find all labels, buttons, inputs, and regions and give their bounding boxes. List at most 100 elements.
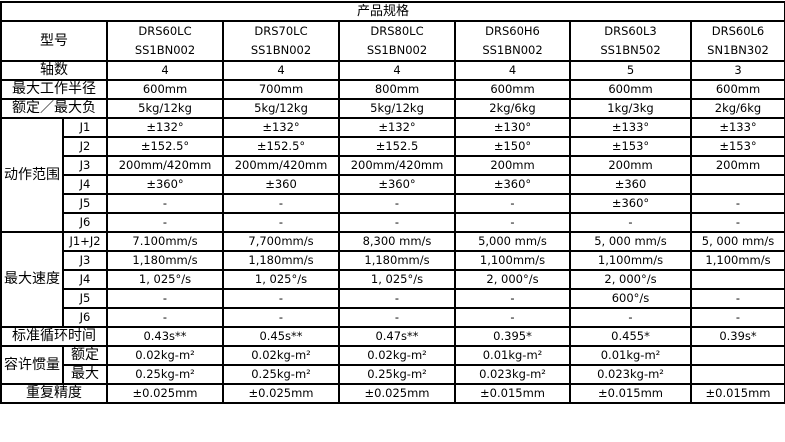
value-cell: ±0.025mm: [222, 383, 340, 404]
value-cell: 0.02kg-m²: [222, 345, 340, 366]
value-cell: 2kg/6kg: [689, 98, 785, 119]
value-cell: 0.395*: [454, 326, 571, 347]
value-cell: 7,700mm/s: [222, 231, 340, 252]
value-cell: -: [222, 288, 340, 309]
value-cell: -: [338, 307, 456, 328]
table-row: 动作范围 J1 ±132° ±132° ±132° ±130° ±133° ±133°: [0, 117, 785, 233]
value-cell: ±133°: [569, 117, 692, 138]
value-cell: ±0.025mm: [106, 383, 224, 404]
value-cell: 700mm: [222, 79, 340, 100]
value-cell: 1, 025°/s: [338, 269, 456, 290]
model-row: 型号 DRS60LC SS1BN002 DRS70LC SS1BN002 DRS80LC S…: [0, 20, 785, 62]
value-cell: -: [338, 193, 456, 214]
value-cell: -: [569, 307, 692, 328]
value-cell: 0.47s**: [338, 326, 456, 347]
value-cell: 4: [106, 60, 224, 81]
title-row: 产品规格: [0, 1, 785, 22]
value-cell: -: [106, 193, 224, 214]
value-cell: 5,000 mm/s: [454, 231, 571, 252]
row-label: 标准循环时间: [0, 326, 108, 347]
value-cell: 200mm: [569, 155, 692, 176]
value-cell: 200mm/420mm: [222, 155, 340, 176]
group-label: 动作范围: [0, 117, 64, 233]
value-cell: 1kg/3kg: [569, 98, 692, 119]
value-cell: ±132°: [106, 117, 224, 138]
row-label: 轴数: [0, 60, 108, 81]
value-cell: [689, 174, 785, 195]
row-label: 重复精度: [0, 383, 108, 404]
value-cell: -: [454, 307, 571, 328]
value-cell: 0.45s**: [222, 326, 340, 347]
table-row: J6- - - - - -: [1, 212, 785, 233]
table-row: J5- - - - ±360° -: [1, 193, 785, 214]
value-cell: -: [454, 193, 571, 214]
value-cell: 0.39s*: [689, 326, 785, 347]
value-cell: 1, 025°/s: [106, 269, 224, 290]
value-cell: -: [222, 212, 340, 233]
table-row: 额定／最大负 5kg/12kg 5kg/12kg 5kg/12kg 2kg/6kg 1kg…: [0, 98, 785, 119]
value-cell: ±153°: [689, 136, 785, 157]
value-cell: ±360°: [569, 193, 692, 214]
value-cell: 1,100mm/s: [569, 250, 692, 271]
value-cell: -: [689, 212, 785, 233]
value-cell: 200mm/420mm: [338, 155, 456, 176]
value-cell: ±150°: [454, 136, 571, 157]
value-cell: 600mm: [454, 79, 571, 100]
value-cell: 5kg/12kg: [106, 98, 224, 119]
value-cell: 0.02kg-m²: [338, 345, 456, 366]
model-cell: DRS80LC SS1BN002: [338, 20, 456, 62]
value-cell: 7.100mm/s: [106, 231, 224, 252]
sub-label: J4: [62, 174, 108, 195]
table-row: J5- - - -600°/s -: [1, 288, 785, 309]
value-cell: -: [338, 212, 456, 233]
table-row: J2 ±152.5° ±152.5° ±152.5 ±150° ±153° ±153°: [1, 136, 785, 157]
value-cell: 0.023kg-m²: [569, 364, 692, 385]
value-cell: ±360: [222, 174, 340, 195]
value-cell: 5kg/12kg: [338, 98, 456, 119]
value-cell: ±133°: [689, 117, 785, 138]
value-cell: 1,180mm/s: [106, 250, 224, 271]
sub-label: J1+J2: [62, 231, 108, 252]
value-cell: 0.023kg-m²: [454, 364, 571, 385]
value-cell: 5: [569, 60, 692, 81]
model-cell: DRS60H6 SS1BN002: [454, 20, 571, 62]
model-cell: DRS60LC SS1BN002: [106, 20, 224, 62]
value-cell: 600mm: [106, 79, 224, 100]
table-row: 最大 0.25kg-m² 0.25kg-m² 0.25kg-m² 0.023kg-m² 0…: [1, 364, 785, 385]
group-label: 容许惯量: [0, 345, 64, 385]
table-row: 容许惯量 额定 0.02kg-m² 0.02kg-m² 0.02kg-m² 0.01kg-…: [0, 345, 785, 385]
value-cell: 4: [338, 60, 456, 81]
value-cell: -: [222, 193, 340, 214]
value-cell: 0.455*: [569, 326, 692, 347]
value-cell: ±360°: [106, 174, 224, 195]
value-cell: 0.25kg-m²: [338, 364, 456, 385]
sub-label: 最大: [62, 364, 108, 385]
value-cell: 2, 000°/s: [454, 269, 571, 290]
value-cell: [689, 269, 785, 290]
value-cell: 5kg/12kg: [222, 98, 340, 119]
value-cell: 3: [689, 60, 785, 81]
value-cell: -: [569, 212, 692, 233]
row-label: 型号: [0, 20, 108, 62]
value-cell: ±0.025mm: [338, 383, 456, 404]
value-cell: ±152.5°: [106, 136, 224, 157]
value-cell: ±0.015mm: [569, 383, 692, 404]
value-cell: 2kg/6kg: [454, 98, 571, 119]
value-cell: 0.43s**: [106, 326, 224, 347]
table-row: 重复精度 ±0.025mm ±0.025mm ±0.025mm ±0.015mm ±0.0…: [0, 383, 785, 404]
sub-label: J6: [62, 212, 108, 233]
row-label: 额定／最大负: [0, 98, 108, 119]
sub-label: J4: [62, 269, 108, 290]
sub-label: J5: [62, 193, 108, 214]
model-cell: DRS60L3 SS1BN502: [569, 20, 692, 62]
value-cell: -: [222, 307, 340, 328]
table-row: J3 200mm/420mm 200mm/420mm 200mm/420mm 200mm…: [1, 155, 785, 176]
value-cell: 5, 000 mm/s: [569, 231, 692, 252]
value-cell: 2, 000°/s: [569, 269, 692, 290]
value-cell: 0.02kg-m²: [106, 345, 224, 366]
row-label: 最大工作半径: [0, 79, 108, 100]
sub-label: J3: [62, 155, 108, 176]
value-cell: ±360: [569, 174, 692, 195]
value-cell: ±0.015mm: [689, 383, 785, 404]
value-cell: -: [106, 212, 224, 233]
